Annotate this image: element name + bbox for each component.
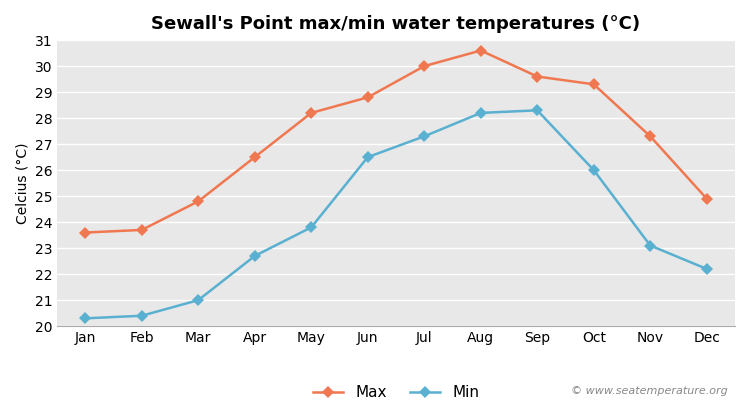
Min — [137, 313, 146, 318]
Max — [420, 64, 429, 68]
Max — [81, 230, 90, 235]
Min — [590, 168, 598, 172]
Line: Max: Max — [81, 46, 711, 237]
Min — [420, 134, 429, 139]
Max — [590, 82, 598, 87]
Min — [363, 155, 372, 160]
Max — [532, 74, 542, 79]
Text: © www.seatemperature.org: © www.seatemperature.org — [571, 386, 728, 396]
Title: Sewall's Point max/min water temperatures (°C): Sewall's Point max/min water temperature… — [152, 15, 640, 33]
Max — [194, 199, 202, 204]
Min — [251, 254, 260, 258]
Min — [532, 108, 542, 113]
Max — [702, 196, 711, 201]
Min — [307, 225, 316, 230]
Min — [702, 266, 711, 271]
Legend: Max, Min: Max, Min — [313, 385, 479, 400]
Line: Min: Min — [81, 106, 711, 322]
Min — [476, 110, 485, 115]
Min — [194, 298, 202, 302]
Min — [646, 243, 655, 248]
Max — [251, 155, 260, 160]
Max — [363, 95, 372, 100]
Max — [307, 110, 316, 115]
Max — [646, 134, 655, 139]
Min — [81, 316, 90, 321]
Max — [137, 228, 146, 232]
Max — [476, 48, 485, 53]
Y-axis label: Celcius (°C): Celcius (°C) — [15, 142, 29, 224]
